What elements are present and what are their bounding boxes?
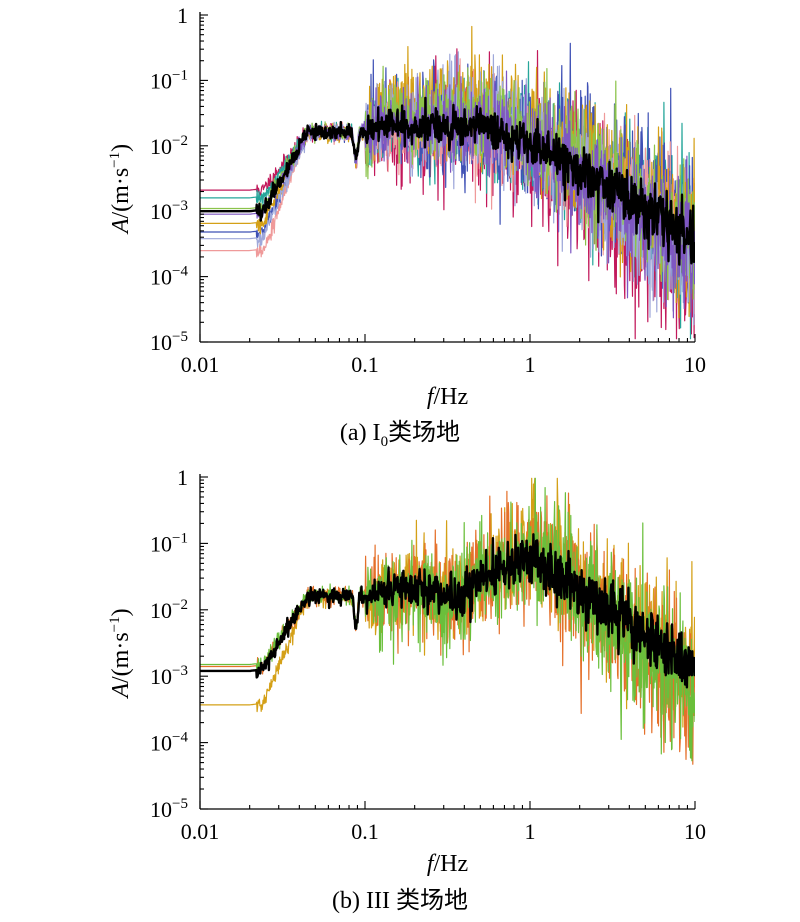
x-tick-label: 10 xyxy=(684,352,706,377)
series-group xyxy=(200,477,695,765)
y-tick-label: 10−4 xyxy=(150,264,188,290)
x-axis-label: f/Hz xyxy=(427,384,468,410)
series-line-4 xyxy=(200,533,695,689)
y-tick-label: 10−2 xyxy=(150,133,188,159)
x-tick-label: 10 xyxy=(684,819,706,844)
x-tick-label: 1 xyxy=(525,819,536,844)
x-tick-label: 0.01 xyxy=(181,352,220,377)
panel-a-chart: 0.01 0.1 1 10 1 10−1 10−2 10−3 10−4 10−5 f/Hz A/(m·… xyxy=(107,3,706,450)
panel-caption: (b) III 类场地 xyxy=(332,887,468,914)
x-axis-label: f/Hz xyxy=(427,851,468,877)
y-tick-label: 10−3 xyxy=(150,198,188,224)
y-tick-label: 10−1 xyxy=(150,67,188,93)
y-axis-label: A/(m·s−1) xyxy=(107,608,134,699)
panel-caption: (a) I0类场地 xyxy=(340,419,460,450)
y-tick-label: 1 xyxy=(177,3,188,28)
x-tick-label: 0.01 xyxy=(181,819,220,844)
y-tick-label: 10−1 xyxy=(150,530,188,556)
x-tick-label: 0.1 xyxy=(351,819,379,844)
y-tick-label: 10−5 xyxy=(150,796,188,822)
panel-b-chart: 0.01 0.1 1 10 1 10−1 10−2 10−3 10−4 10−5 f/Hz A/(m·… xyxy=(107,465,706,914)
y-tick-label: 10−2 xyxy=(150,597,188,623)
series-group xyxy=(200,25,695,340)
x-tick-label: 0.1 xyxy=(351,352,379,377)
y-tick-label: 10−5 xyxy=(150,329,188,355)
y-tick-label: 10−3 xyxy=(150,663,188,689)
y-tick-label: 1 xyxy=(177,465,188,490)
series-line-9 xyxy=(200,96,695,266)
y-axis-label: A/(m·s−1) xyxy=(107,144,134,235)
y-tick-label: 10−4 xyxy=(150,730,188,756)
x-tick-label: 1 xyxy=(525,352,536,377)
